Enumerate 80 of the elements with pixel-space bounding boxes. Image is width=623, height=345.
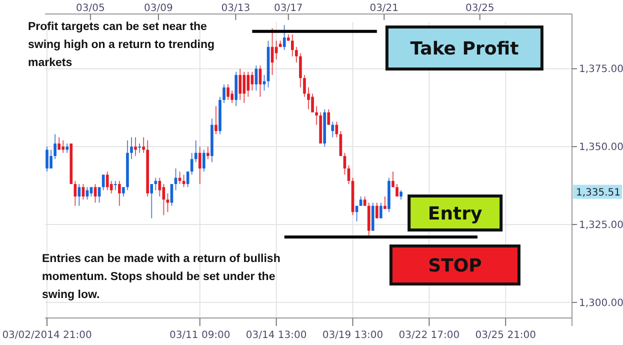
- candlestick: [154, 177, 158, 191]
- candlestick: [363, 196, 366, 206]
- candlestick: [98, 186, 101, 204]
- candlestick: [54, 134, 56, 160]
- candlestick: [142, 136, 145, 154]
- candlestick: [396, 184, 398, 197]
- x-tick-label: 03/25 21:00: [475, 330, 536, 341]
- candlestick: [194, 140, 198, 163]
- annotation: Entry: [428, 203, 482, 224]
- x-tick-label: 03/14 13:00: [246, 330, 307, 341]
- candlestick: [118, 180, 121, 206]
- y-tick-label: 1,350.00: [579, 142, 623, 154]
- candlestick: [222, 84, 226, 104]
- candlestick: [198, 146, 202, 185]
- x-tick-label: 03/02/2014 21:00: [2, 330, 92, 341]
- candlestick: [82, 184, 85, 200]
- candlestick: [258, 65, 262, 98]
- candlestick: [58, 136, 60, 150]
- candlestick: [50, 149, 52, 169]
- candlestick: [307, 86, 310, 110]
- candlestick: [134, 136, 137, 156]
- candlestick: [246, 71, 250, 98]
- candlestick: [66, 143, 69, 154]
- candlestick: [206, 146, 210, 160]
- entry-box: Entry: [408, 194, 503, 232]
- candlestick: [230, 90, 234, 104]
- x-tick-label: 03/22 17:00: [398, 330, 460, 341]
- candlestick: [226, 84, 230, 100]
- candlestick: [384, 196, 386, 210]
- candlestick: [262, 74, 266, 92]
- text: 03/09: [144, 3, 173, 14]
- candlestick: [250, 71, 254, 92]
- candlestick: [291, 34, 294, 57]
- take-profit-box: Take Profit: [385, 26, 544, 70]
- candlestick: [106, 171, 109, 191]
- candlestick: [375, 202, 378, 219]
- candlestick: [202, 149, 206, 172]
- candlestick: [214, 106, 218, 135]
- candlestick: [303, 74, 306, 98]
- candlestick: [130, 136, 133, 160]
- candlestick: [400, 190, 402, 200]
- candlestick: [242, 71, 246, 104]
- candlestick: [150, 184, 154, 219]
- candlestick: [94, 184, 97, 204]
- candlestick: [122, 186, 125, 197]
- y-tick-label: 1,300.00: [579, 298, 623, 309]
- y-tick-label: 1,325.00: [579, 220, 623, 232]
- y-tick-label: 1,375.00: [579, 64, 623, 76]
- text: 03/17: [274, 3, 303, 14]
- candlestick: [295, 46, 298, 64]
- candlestick: [138, 143, 141, 154]
- text: 03/21: [370, 3, 399, 14]
- annotation: STOP: [428, 255, 482, 276]
- text: 1,335.51: [576, 187, 621, 198]
- stop-box: STOP: [389, 244, 520, 286]
- candlestick: [254, 65, 258, 92]
- candlestick: [46, 146, 48, 172]
- candlestick: [158, 177, 162, 197]
- candlestick: [282, 24, 286, 51]
- candlestick: [331, 121, 334, 138]
- candlestick: [315, 106, 318, 126]
- x-tick-label: 03/19 13:00: [322, 330, 384, 341]
- candlestick: [90, 186, 93, 197]
- candlestick: [380, 202, 382, 219]
- candlestick: [238, 68, 242, 100]
- candlestick: [78, 184, 81, 206]
- candlestick: [311, 93, 314, 113]
- candlestick: [62, 140, 65, 154]
- text: 03/25: [465, 3, 494, 14]
- annotation: Take Profit: [410, 38, 520, 60]
- candlestick: [327, 108, 330, 126]
- annotation: Profit targets can be set near the swing high on a return to trending markets: [28, 21, 215, 69]
- candlestick: [299, 52, 302, 88]
- candlestick: [359, 196, 362, 206]
- text: 03/13: [221, 3, 250, 14]
- candlestick: [114, 180, 117, 191]
- annotation: Entries can be made with a return of bullish momentum. Stops should be set under the swing low.: [42, 253, 280, 301]
- x-tick-label: 03/11 09:00: [169, 330, 230, 341]
- candlestick: [392, 171, 394, 188]
- text: 03/05: [76, 3, 105, 14]
